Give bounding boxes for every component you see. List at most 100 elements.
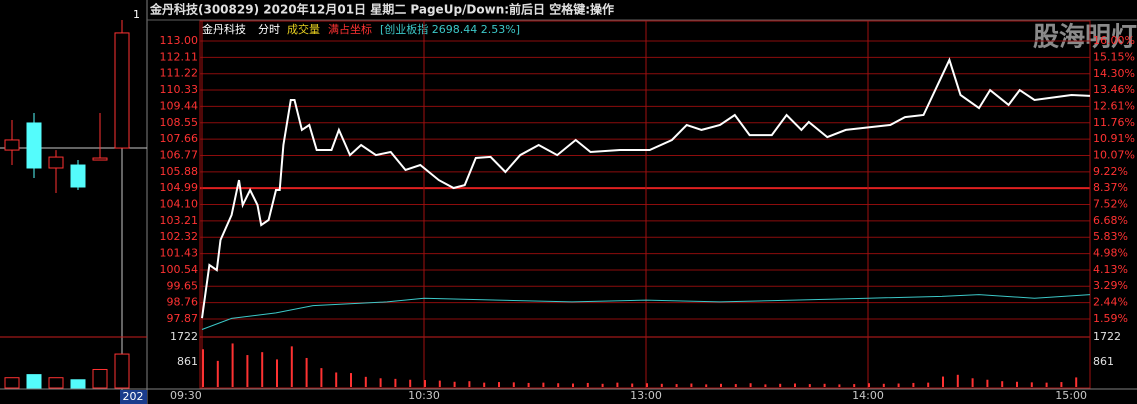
volume-bar: [483, 382, 486, 387]
volume-bar: [853, 384, 856, 387]
volume-bar: [794, 383, 796, 387]
y2-tick-label: 5.83%: [1093, 230, 1128, 243]
volume-bar: [290, 346, 293, 387]
volume-bar: [646, 383, 648, 387]
candle-volume: [48, 377, 64, 389]
y-tick-label: 108.55: [160, 116, 199, 129]
volume-bar: [1045, 382, 1048, 387]
volume-bar: [986, 379, 989, 387]
y-tick-label: 99.65: [167, 279, 199, 292]
volume-bar: [675, 384, 678, 387]
volume-bar: [246, 355, 249, 387]
y2-tick-label: 14.30%: [1093, 67, 1135, 80]
volume-bar: [1075, 377, 1078, 387]
y2-tick-label: 10.91%: [1093, 132, 1135, 145]
candle-body: [70, 164, 86, 188]
y-tick-label: 112.11: [160, 50, 199, 63]
y2-tick-label: 11.76%: [1093, 116, 1135, 129]
volume-bar: [942, 376, 944, 387]
y2-tick-label: 10.07%: [1093, 148, 1135, 161]
legend-tab: 分时: [258, 23, 280, 36]
legend-tab: 成交量: [287, 22, 320, 36]
volume-bar: [512, 382, 515, 387]
header-title: 金丹科技(300829) 2020年12月01日 星期二 PageUp/Down…: [149, 2, 614, 17]
volume-bar: [631, 383, 634, 387]
volume-bar: [868, 383, 870, 387]
candle-body: [114, 32, 130, 149]
y-tick-label: 109.44: [160, 99, 199, 112]
y-tick-label: 97.87: [167, 312, 199, 325]
y2-tick-label: 3.29%: [1093, 279, 1128, 292]
candle-body: [92, 157, 108, 161]
volume-bar: [808, 384, 811, 387]
y-tick-label: 104.10: [160, 198, 199, 211]
y-tick-label: 102.32: [160, 230, 199, 243]
y2-tick-label: 8.37%: [1093, 181, 1128, 194]
candle-volume: [4, 377, 20, 389]
top-marker: 1: [133, 8, 140, 21]
watermark: 股海明灯: [1033, 23, 1137, 53]
y-tick-label: 110.33: [160, 83, 199, 96]
volume-bar: [897, 383, 900, 387]
y-tick-label: 113.00: [160, 34, 199, 47]
x-tick-label: 13:00: [630, 389, 662, 402]
y-tick-label: 105.88: [160, 165, 199, 178]
x-tick-label: 15:00: [1055, 389, 1087, 402]
volume-bar: [438, 380, 441, 387]
volume-bar: [320, 368, 323, 387]
legend-stock: 金丹科技: [202, 22, 246, 36]
y2-tick-label: 4.13%: [1093, 263, 1128, 276]
y-tick-label: 111.22: [160, 67, 199, 80]
volume-bar: [749, 383, 752, 387]
candle-volume: [92, 368, 108, 389]
volume-bar: [216, 360, 219, 387]
volume-bar: [616, 382, 619, 387]
y-tick-label: 104.99: [160, 181, 199, 194]
volume-bar: [527, 382, 530, 387]
volume-bar: [453, 381, 456, 387]
volume-bar: [882, 383, 885, 387]
y2-tick-label: 15.15%: [1093, 50, 1135, 63]
volume-bar: [424, 380, 426, 387]
volume-bar: [1030, 382, 1033, 387]
y2-tick-label: 4.98%: [1093, 247, 1128, 260]
y2-tick-label: 16.00%: [1093, 34, 1135, 47]
volume-bar: [705, 384, 708, 387]
volume-bar: [912, 382, 915, 387]
volume-bar: [971, 378, 974, 387]
y-tick-label: 103.21: [160, 214, 199, 227]
y2-tick-label: 9.22%: [1093, 165, 1128, 178]
price-line: [201, 57, 1091, 319]
candle-volume: [114, 353, 130, 389]
day-count: 202: [123, 390, 144, 403]
volume-bar: [720, 383, 722, 387]
volume-bar: [764, 384, 767, 387]
volume-bar: [660, 383, 663, 387]
y2-tick-label: 2.44%: [1093, 296, 1128, 309]
y-tick-label: 107.66: [160, 132, 199, 145]
y2-tick-label: 6.68%: [1093, 214, 1128, 227]
y2-tick-label: 7.52%: [1093, 198, 1128, 211]
candle-body: [26, 122, 42, 169]
candle-volume: [26, 374, 42, 389]
volume-bar: [202, 349, 204, 387]
volume-bar: [276, 359, 278, 387]
volume-bar: [927, 382, 930, 387]
volume-tick-label: 861: [177, 355, 198, 368]
volume-bar: [779, 383, 782, 387]
y2-tick-label: 12.61%: [1093, 99, 1135, 112]
volume-bar: [468, 381, 471, 387]
volume-bar: [335, 372, 338, 387]
volume-bar: [305, 357, 308, 387]
legend-index: [创业板指 2698.44 2.53%]: [380, 22, 520, 36]
volume-bar: [557, 383, 560, 387]
volume-bar: [379, 378, 382, 387]
volume-bar: [261, 352, 264, 387]
volume-bar: [601, 383, 604, 387]
volume-bar: [586, 382, 589, 387]
y-tick-label: 100.54: [160, 263, 199, 276]
day-count-box: [120, 390, 147, 404]
price-line: [201, 294, 1091, 330]
volume-bar: [498, 382, 500, 387]
